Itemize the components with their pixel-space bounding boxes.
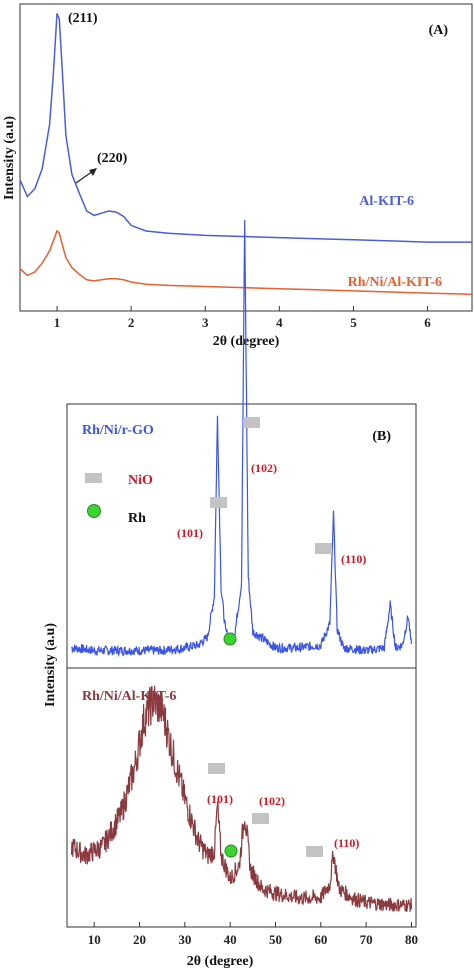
panel-a-x-axis: 1 2 3 4 5 6 — [54, 306, 431, 330]
nio-marker-bottom-101 — [208, 763, 225, 774]
panel-a-x-tick-label: 3 — [202, 315, 209, 330]
peak-label-top-102: (102) — [251, 461, 277, 475]
legend-rh-label: Rh — [128, 511, 146, 526]
panel-b-x-tick-label: 80 — [405, 932, 418, 947]
rh-marker-bottom — [224, 844, 238, 858]
nio-marker-top-110 — [315, 543, 332, 554]
panel-b-x-axis-title: 2θ (degree) — [187, 954, 254, 969]
series-line-al-kit-6 — [19, 13, 472, 243]
panel-a-tag: (A) — [429, 23, 449, 38]
peak-label-bottom-101: (101) — [207, 792, 233, 806]
panel-b-y-axis-title: Intensity (a.u) — [43, 623, 58, 707]
panel-b-x-tick-label: 60 — [314, 932, 327, 947]
panel-a-x-tick-label: 6 — [424, 315, 431, 330]
legend-label-rh-ni-al-kit-6: Rh/Ni/Al-KIT-6 — [348, 275, 442, 290]
panel-a-frame — [19, 3, 473, 312]
panel-a-y-axis-title: Intensity (a.u) — [2, 116, 17, 200]
panel-b-x-tick-label: 40 — [224, 932, 237, 947]
annotation-arrow-line — [75, 170, 94, 184]
panel-b-x-tick-label: 20 — [133, 932, 146, 947]
rh-marker-top — [223, 632, 237, 646]
nio-marker-bottom-102 — [252, 813, 269, 824]
legend-label-al-kit-6: Al-KIT-6 — [359, 194, 414, 209]
panel-a-x-tick-label: 5 — [350, 315, 357, 330]
peak-annotation-220: (220) — [97, 151, 128, 166]
legend-rh-marker — [87, 504, 101, 518]
series-line-rh-ni-al-kit-6 — [19, 229, 473, 295]
panel-a-x-tick-label: 1 — [54, 315, 61, 330]
legend-nio-marker — [85, 473, 102, 483]
panel-b-x-tick-label: 70 — [360, 932, 373, 947]
peak-label-top-101: (101) — [177, 526, 203, 540]
peak-label-bottom-102: (102) — [259, 794, 285, 808]
peak-annotation-211: (211) — [68, 11, 98, 26]
panel-b-frame — [66, 403, 417, 928]
panel-b-x-tick-label: 10 — [88, 932, 101, 947]
panel-b-x-tick-label: 30 — [178, 932, 191, 947]
panel-b-tag: (B) — [372, 429, 391, 444]
series-label-rh-ni-al-kit-6: Rh/Ni/Al-KIT-6 — [82, 689, 176, 704]
series-label-rh-ni-r-go: Rh/Ni/r-GO — [82, 423, 154, 438]
series-line-rh-ni-al-kit-6-b — [70, 685, 413, 913]
panel-b-x-tick-label: 50 — [269, 932, 282, 947]
panel-a-x-tick-label: 2 — [128, 315, 135, 330]
panel-b-x-axis: 10 20 30 40 50 60 70 80 — [88, 922, 418, 947]
nio-marker-bottom-110 — [306, 846, 323, 857]
peak-label-bottom-110: (110) — [334, 836, 359, 850]
legend-nio-label: NiO — [128, 473, 153, 488]
panel-a-x-tick-label: 4 — [276, 315, 283, 330]
nio-marker-top-102 — [243, 417, 260, 428]
series-line-rh-ni-r-go — [71, 219, 413, 658]
peak-label-top-110: (110) — [341, 552, 366, 566]
nio-marker-top-101 — [210, 497, 227, 508]
annotation-arrowhead — [89, 168, 97, 176]
